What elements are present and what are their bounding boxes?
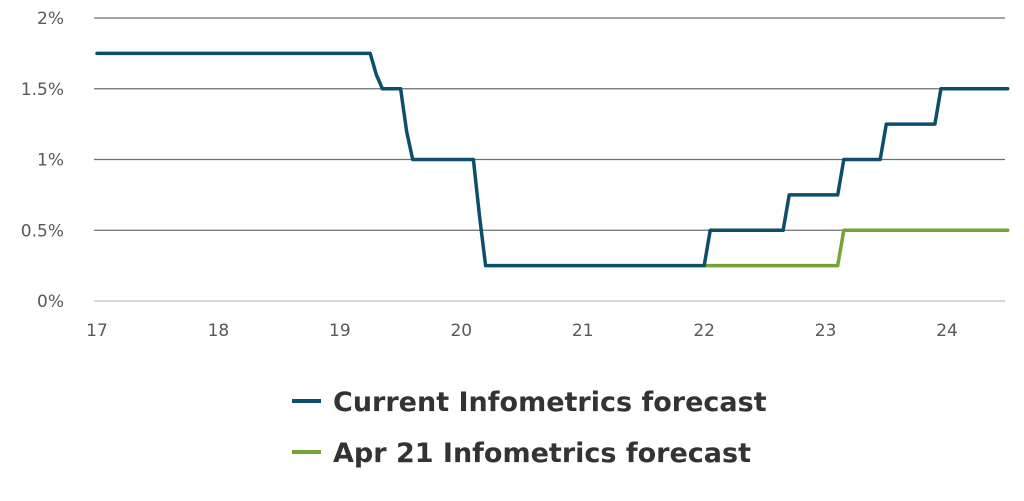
y-tick-label: 0% xyxy=(37,292,64,312)
y-axis-ticks: 0% 0.5% 1% 1.5% 2% xyxy=(21,9,64,312)
y-tick-label: 1% xyxy=(37,151,64,171)
legend-label: Apr 21 Infometrics forecast xyxy=(333,438,751,469)
x-tick-label: 19 xyxy=(329,321,351,341)
series-line xyxy=(95,51,1010,268)
x-tick-label: 17 xyxy=(86,321,108,341)
y-tick-label: 0.5% xyxy=(21,221,64,241)
y-tick-label: 2% xyxy=(37,9,64,29)
y-tick-label: 1.5% xyxy=(21,80,64,100)
legend: Current Infometrics forecast Apr 21 Infom… xyxy=(292,387,767,469)
gridlines xyxy=(94,17,1005,302)
x-tick-label: 22 xyxy=(693,321,715,341)
x-tick-label: 23 xyxy=(815,321,837,341)
series-lines xyxy=(95,51,1010,268)
x-tick-label: 21 xyxy=(572,321,594,341)
legend-label: Current Infometrics forecast xyxy=(333,387,767,418)
x-tick-label: 24 xyxy=(936,321,958,341)
series-line xyxy=(702,228,1010,268)
x-tick-label: 18 xyxy=(208,321,230,341)
x-tick-label: 20 xyxy=(450,321,472,341)
x-axis-ticks: 17 18 19 20 21 22 23 24 xyxy=(86,321,958,341)
